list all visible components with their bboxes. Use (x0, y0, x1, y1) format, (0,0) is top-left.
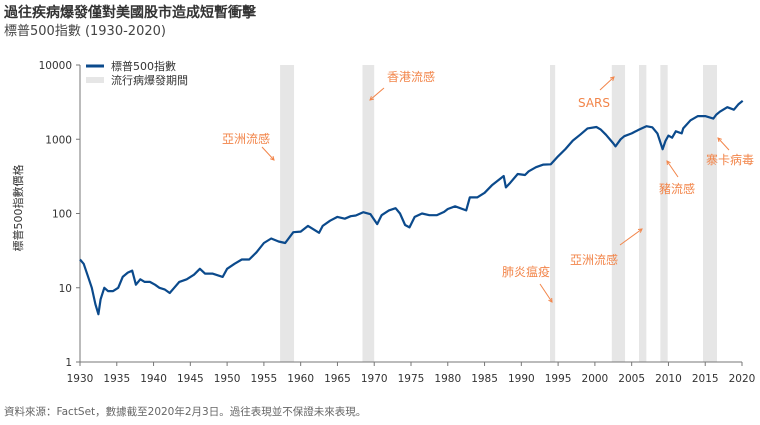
annotation-arrow-plague-1994 (539, 283, 553, 303)
annotation-plague-1994: 肺炎瘟疫 (502, 264, 550, 279)
annotation-zika-2016: 寨卡病毒 (706, 152, 754, 167)
x-tick-label: 1960 (287, 373, 314, 385)
pandemic-band (550, 65, 556, 362)
x-tick-label: 1940 (140, 373, 167, 385)
annotation-sars-2003: SARS (578, 96, 610, 110)
y-tick-label: 1 (65, 357, 72, 369)
annotation-arrow-swine-flu-2009 (666, 160, 679, 178)
pandemic-band (703, 65, 717, 362)
chart-title: 過往疾病爆發僅對美國股市造成短暫衝擊 (4, 5, 256, 21)
source-note: 資料來源：FactSet，數據截至2020年2月3日。過往表現並不保證未來表現。 (4, 406, 367, 418)
annotation-arrow-zika-2016 (717, 137, 730, 151)
x-tick-label: 2000 (582, 373, 609, 385)
legend-label-sp500: 標普500指數 (111, 59, 176, 73)
x-tick-label: 1990 (508, 373, 535, 385)
pandemic-band (639, 65, 647, 362)
pandemic-band (660, 65, 668, 362)
legend: 標普500指數 流行病爆發期間 (86, 59, 188, 87)
annotation-arrow-asian-flu-1957 (261, 146, 275, 161)
x-tick-label: 1955 (251, 373, 278, 385)
annotation-arrowhead (609, 76, 615, 81)
x-tick-label: 1985 (471, 373, 498, 385)
x-tick-label: 1965 (324, 373, 351, 385)
x-tick-label: 1950 (214, 373, 241, 385)
y-axis-label: 標普500指數價格 (11, 165, 25, 252)
annotation-arrowhead (717, 137, 722, 143)
x-tick-label: 1945 (177, 373, 204, 385)
chart-subtitle: 標普500指數 (1930-2020) (4, 24, 166, 39)
annotation-arrowhead (666, 160, 671, 166)
pandemic-band (611, 65, 626, 362)
y-tick-labels: 1 10 100 1000 10000 (39, 60, 80, 369)
sp500-series-line (79, 99, 744, 316)
y-tick-label: 10 (59, 283, 72, 295)
annotations: 亞洲流感 香港流感 肺炎瘟疫 SARS 亞洲流感 豬流感 寨卡病毒 (222, 69, 754, 303)
annotation-swine-flu-2009: 豬流感 (659, 181, 695, 196)
x-tick-label: 1980 (434, 373, 461, 385)
x-tick-label: 2015 (692, 373, 719, 385)
x-tick-label: 1975 (398, 373, 425, 385)
x-tick-label: 1935 (103, 373, 130, 385)
annotation-arrowhead (637, 228, 643, 233)
annotation-arrow-hk-flu-1968 (369, 87, 385, 101)
annotation-arrow-asian-flu-2006 (619, 228, 643, 246)
x-tick-label: 2010 (655, 373, 682, 385)
annotation-asian-flu-1957: 亞洲流感 (222, 131, 270, 146)
x-tick-label: 1995 (545, 373, 572, 385)
annotation-arrowhead (270, 155, 275, 161)
x-tick-label: 1970 (361, 373, 388, 385)
x-tick-label: 1930 (67, 373, 94, 385)
pandemic-bands (280, 65, 717, 362)
legend-label-pandemic: 流行病爆發期間 (111, 73, 188, 87)
annotation-hk-flu-1968: 香港流感 (387, 69, 435, 84)
y-tick-label: 10000 (39, 60, 72, 72)
pandemic-band (280, 65, 295, 362)
annotation-asian-flu-2006: 亞洲流感 (570, 252, 618, 267)
x-tick-labels: 1930 1935 1940 1945 1950 1955 1960 1965 1970 1975… (67, 362, 756, 385)
annotation-arrow-sars-2003 (599, 76, 615, 91)
y-tick-label: 1000 (45, 134, 72, 146)
x-tick-label: 2020 (729, 373, 756, 385)
annotation-arrowhead (369, 96, 375, 101)
x-tick-label: 2005 (618, 373, 645, 385)
y-tick-label: 100 (52, 209, 72, 221)
annotation-arrowhead (548, 297, 553, 303)
